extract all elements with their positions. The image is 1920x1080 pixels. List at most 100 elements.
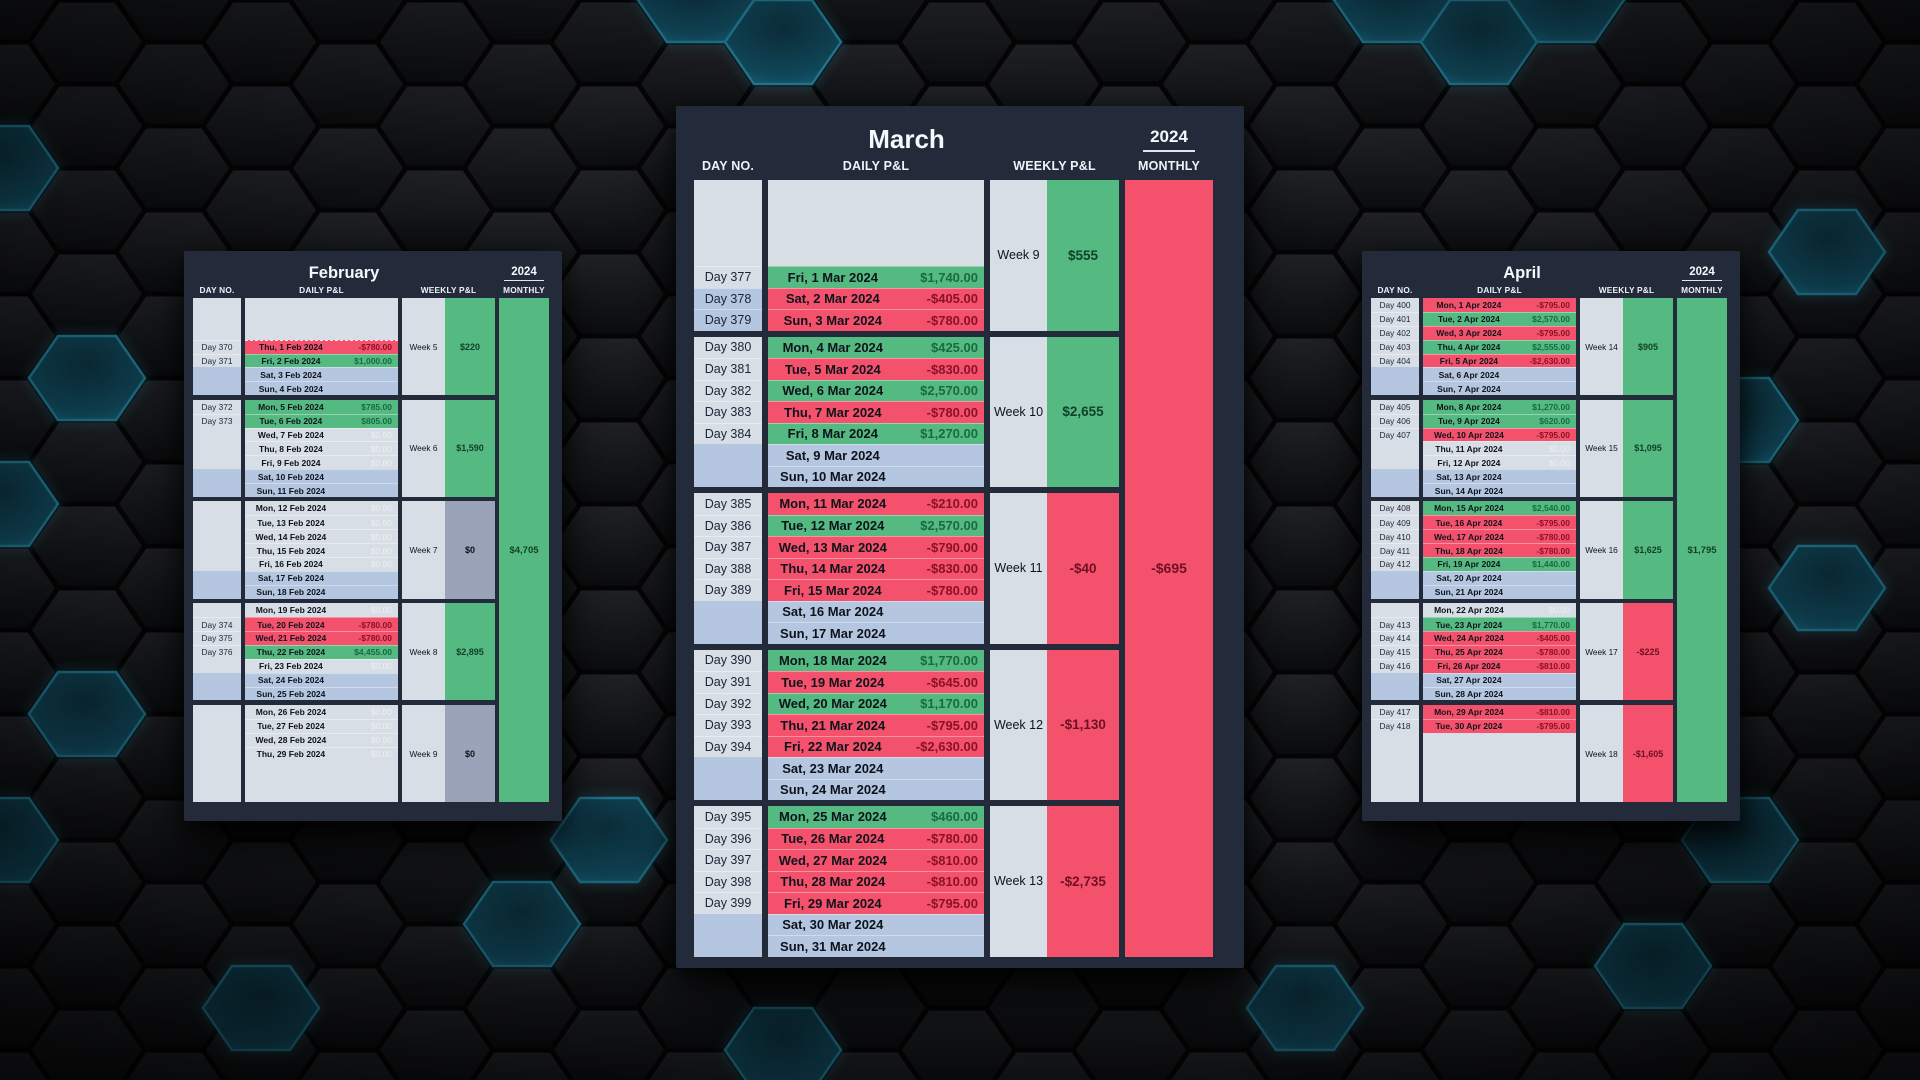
daily-pl-cell[interactable]: Wed, 13 Mar 2024 -$790.00 xyxy=(768,536,984,558)
daily-pl-cell[interactable]: Mon, 25 Mar 2024 $460.00 xyxy=(768,806,984,828)
daily-pl-cell[interactable]: Thu, 11 Apr 2024 $0.00 xyxy=(1423,441,1576,456)
day-cell[interactable]: Day 382 xyxy=(694,379,762,401)
week-label-cell[interactable]: Week 9 xyxy=(990,180,1047,331)
day-cell[interactable]: Day 412 xyxy=(1371,557,1419,571)
day-cell[interactable]: Day 379 xyxy=(694,309,762,331)
day-cell[interactable]: Day 399 xyxy=(694,892,762,914)
daily-pl-cell[interactable]: Fri, 26 Apr 2024 -$810.00 xyxy=(1423,658,1576,673)
day-cell[interactable]: Day 416 xyxy=(1371,658,1419,673)
week-value-cell[interactable]: -$40 xyxy=(1047,493,1119,644)
daily-pl-cell[interactable]: Fri, 22 Mar 2024 -$2,630.00 xyxy=(768,735,984,757)
daily-pl-cell[interactable]: Sun, 14 Apr 2024 xyxy=(1423,483,1576,497)
daily-pl-cell[interactable]: Wed, 10 Apr 2024 -$795.00 xyxy=(1423,427,1576,442)
daily-pl-cell[interactable]: Wed, 28 Feb 2024 $0.00 xyxy=(245,732,398,747)
daily-pl-cell[interactable]: Sat, 16 Mar 2024 xyxy=(768,600,984,622)
daily-pl-cell[interactable]: Tue, 30 Apr 2024 -$795.00 xyxy=(1423,718,1576,733)
week-value-cell[interactable]: -$2,735 xyxy=(1047,806,1119,957)
day-cell[interactable]: Day 372 xyxy=(193,399,241,414)
daily-pl-cell[interactable]: Wed, 6 Mar 2024 $2,570.00 xyxy=(768,379,984,401)
day-cell[interactable]: Day 394 xyxy=(694,735,762,757)
daily-pl-cell[interactable]: Tue, 9 Apr 2024 $620.00 xyxy=(1423,413,1576,428)
week-value-cell[interactable]: $2,895 xyxy=(445,603,495,701)
daily-pl-cell[interactable]: Fri, 2 Feb 2024 $1,000.00 xyxy=(245,353,398,368)
day-cell[interactable]: Day 387 xyxy=(694,536,762,558)
monthly-pl-cell[interactable]: -$695 xyxy=(1125,180,1213,957)
day-cell[interactable]: Day 418 xyxy=(1371,718,1419,733)
week-value-cell[interactable]: $1,590 xyxy=(445,399,495,497)
week-label-cell[interactable]: Week 6 xyxy=(402,399,445,497)
week-value-cell[interactable]: -$1,130 xyxy=(1047,649,1119,800)
day-cell[interactable]: Day 397 xyxy=(694,849,762,871)
monthly-pl-cell[interactable]: $1,795 xyxy=(1677,298,1727,803)
week-value-cell[interactable]: $2,655 xyxy=(1047,336,1119,487)
daily-pl-cell[interactable]: Mon, 11 Mar 2024 -$210.00 xyxy=(768,493,984,515)
day-cell[interactable]: Day 414 xyxy=(1371,630,1419,645)
day-cell[interactable]: Day 371 xyxy=(193,353,241,368)
week-label-cell[interactable]: Week 13 xyxy=(990,806,1047,957)
week-value-cell[interactable]: -$225 xyxy=(1623,603,1673,701)
daily-pl-cell[interactable]: Mon, 15 Apr 2024 $2,540.00 xyxy=(1423,501,1576,516)
day-cell[interactable]: Day 383 xyxy=(694,401,762,423)
daily-pl-cell[interactable]: Thu, 15 Feb 2024 $0.00 xyxy=(245,543,398,558)
day-cell[interactable]: Day 401 xyxy=(1371,311,1419,326)
week-label-cell[interactable]: Week 15 xyxy=(1580,399,1623,497)
day-cell[interactable]: Day 388 xyxy=(694,557,762,579)
day-cell[interactable]: Day 398 xyxy=(694,870,762,892)
week-label-cell[interactable]: Week 5 xyxy=(402,298,445,396)
daily-pl-cell[interactable]: Thu, 21 Mar 2024 -$795.00 xyxy=(768,714,984,736)
daily-pl-cell[interactable]: Sun, 21 Apr 2024 xyxy=(1423,584,1576,599)
daily-pl-cell[interactable]: Wed, 7 Feb 2024 $0.00 xyxy=(245,427,398,442)
daily-pl-cell[interactable]: Fri, 16 Feb 2024 $0.00 xyxy=(245,557,398,571)
daily-pl-cell[interactable]: Thu, 14 Mar 2024 -$830.00 xyxy=(768,557,984,579)
daily-pl-cell[interactable]: Sat, 17 Feb 2024 xyxy=(245,570,398,585)
daily-pl-cell[interactable]: Thu, 18 Apr 2024 -$780.00 xyxy=(1423,543,1576,558)
daily-pl-cell[interactable]: Wed, 3 Apr 2024 -$795.00 xyxy=(1423,325,1576,340)
daily-pl-cell[interactable]: Sat, 9 Mar 2024 xyxy=(768,444,984,466)
daily-pl-cell[interactable]: Tue, 20 Feb 2024 -$780.00 xyxy=(245,617,398,631)
daily-pl-cell[interactable]: Sat, 27 Apr 2024 xyxy=(1423,672,1576,687)
daily-pl-cell[interactable]: Wed, 24 Apr 2024 -$405.00 xyxy=(1423,630,1576,645)
daily-pl-cell[interactable]: Mon, 8 Apr 2024 $1,270.00 xyxy=(1423,399,1576,414)
day-cell[interactable]: Day 381 xyxy=(694,358,762,380)
week-value-cell[interactable]: $555 xyxy=(1047,180,1119,331)
daily-pl-cell[interactable]: Sun, 7 Apr 2024 xyxy=(1423,381,1576,396)
day-cell[interactable]: Day 406 xyxy=(1371,413,1419,428)
week-value-cell[interactable]: -$1,605 xyxy=(1623,704,1673,803)
daily-pl-cell[interactable]: Fri, 23 Feb 2024 $0.00 xyxy=(245,658,398,673)
week-value-cell[interactable]: $220 xyxy=(445,298,495,396)
daily-pl-cell[interactable]: Mon, 4 Mar 2024 $425.00 xyxy=(768,336,984,358)
daily-pl-cell[interactable]: Tue, 27 Feb 2024 $0.00 xyxy=(245,718,398,733)
day-cell[interactable]: Day 377 xyxy=(694,266,762,288)
daily-pl-cell[interactable]: Thu, 22 Feb 2024 $4,455.00 xyxy=(245,644,398,659)
day-cell[interactable]: Day 403 xyxy=(1371,339,1419,354)
daily-pl-cell[interactable]: Fri, 9 Feb 2024 $0.00 xyxy=(245,455,398,470)
day-cell[interactable]: Day 396 xyxy=(694,827,762,849)
day-cell[interactable]: Day 390 xyxy=(694,649,762,671)
day-cell[interactable]: Day 385 xyxy=(694,493,762,515)
week-label-cell[interactable]: Week 11 xyxy=(990,493,1047,644)
daily-pl-cell[interactable]: Tue, 19 Mar 2024 -$645.00 xyxy=(768,671,984,693)
daily-pl-cell[interactable]: Wed, 27 Mar 2024 -$810.00 xyxy=(768,849,984,871)
daily-pl-cell[interactable]: Sat, 2 Mar 2024 -$405.00 xyxy=(768,287,984,309)
daily-pl-cell[interactable]: Sun, 18 Feb 2024 xyxy=(245,584,398,599)
daily-pl-cell[interactable]: Mon, 22 Apr 2024 $0.00 xyxy=(1423,603,1576,618)
day-cell[interactable]: Day 380 xyxy=(694,336,762,358)
daily-pl-cell[interactable]: Sat, 10 Feb 2024 xyxy=(245,469,398,484)
daily-pl-cell[interactable]: Thu, 8 Feb 2024 $0.00 xyxy=(245,441,398,456)
day-cell[interactable]: Day 415 xyxy=(1371,644,1419,659)
day-cell[interactable]: Day 407 xyxy=(1371,427,1419,442)
daily-pl-cell[interactable]: Wed, 14 Feb 2024 $0.00 xyxy=(245,529,398,544)
daily-pl-cell[interactable]: Sun, 10 Mar 2024 xyxy=(768,465,984,487)
daily-pl-cell[interactable]: Thu, 25 Apr 2024 -$780.00 xyxy=(1423,644,1576,659)
day-cell[interactable]: Day 393 xyxy=(694,714,762,736)
daily-pl-cell[interactable]: Tue, 23 Apr 2024 $1,770.00 xyxy=(1423,617,1576,631)
daily-pl-cell[interactable]: Sat, 20 Apr 2024 xyxy=(1423,570,1576,585)
daily-pl-cell[interactable]: Mon, 29 Apr 2024 -$810.00 xyxy=(1423,704,1576,719)
daily-pl-cell[interactable]: Sat, 6 Apr 2024 xyxy=(1423,367,1576,382)
day-cell[interactable]: Day 411 xyxy=(1371,543,1419,558)
daily-pl-cell[interactable]: Fri, 15 Mar 2024 -$780.00 xyxy=(768,579,984,601)
daily-pl-cell[interactable]: Fri, 12 Apr 2024 $0.00 xyxy=(1423,455,1576,470)
daily-pl-cell[interactable]: Fri, 8 Mar 2024 $1,270.00 xyxy=(768,422,984,444)
week-label-cell[interactable]: Week 16 xyxy=(1580,501,1623,599)
daily-pl-cell[interactable]: Tue, 5 Mar 2024 -$830.00 xyxy=(768,358,984,380)
